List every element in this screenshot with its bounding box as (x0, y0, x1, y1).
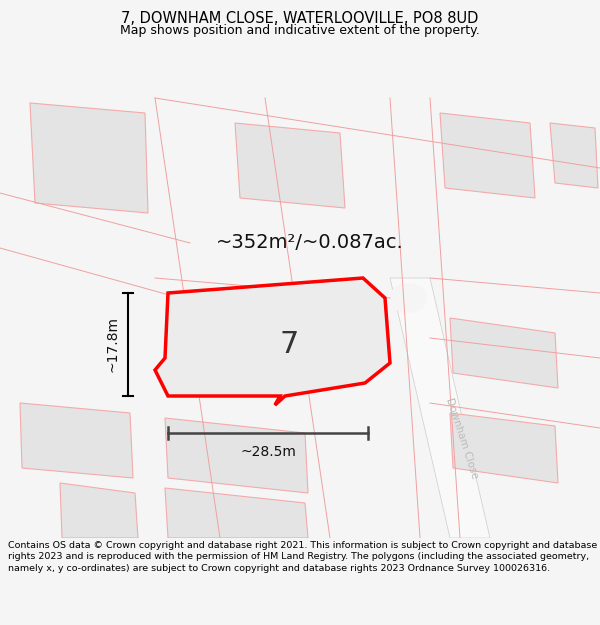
Polygon shape (165, 418, 308, 493)
Text: Contains OS data © Crown copyright and database right 2021. This information is : Contains OS data © Crown copyright and d… (8, 541, 597, 573)
Polygon shape (550, 123, 598, 188)
Polygon shape (440, 113, 535, 198)
Text: ~352m²/~0.087ac.: ~352m²/~0.087ac. (216, 234, 404, 253)
Polygon shape (390, 278, 490, 538)
Text: ~17.8m: ~17.8m (106, 316, 120, 372)
Polygon shape (60, 483, 138, 538)
Text: ~28.5m: ~28.5m (240, 445, 296, 459)
Polygon shape (30, 103, 148, 213)
Ellipse shape (389, 283, 427, 313)
Polygon shape (235, 123, 345, 208)
Polygon shape (450, 318, 558, 388)
Polygon shape (20, 403, 133, 478)
Polygon shape (155, 278, 390, 405)
Polygon shape (165, 488, 308, 538)
Text: Downham Close: Downham Close (444, 396, 480, 480)
Polygon shape (450, 413, 558, 483)
Text: 7, DOWNHAM CLOSE, WATERLOOVILLE, PO8 8UD: 7, DOWNHAM CLOSE, WATERLOOVILLE, PO8 8UD (121, 11, 479, 26)
Text: 7: 7 (280, 330, 299, 359)
Text: Map shows position and indicative extent of the property.: Map shows position and indicative extent… (120, 24, 480, 38)
